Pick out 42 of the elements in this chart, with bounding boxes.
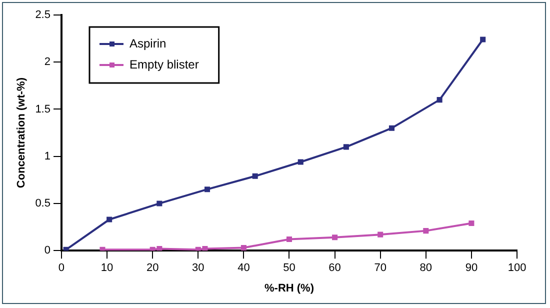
point [436, 97, 442, 103]
point [150, 246, 156, 251]
x-axis-title: %-RH (%) [264, 282, 314, 294]
point [202, 246, 208, 251]
x-tick-label: 40 [238, 262, 250, 274]
point [63, 246, 69, 251]
point [156, 246, 162, 251]
point [204, 186, 210, 192]
y-tick-label: 0 [44, 244, 50, 257]
point [156, 200, 162, 206]
y-tick-label: 2.5 [35, 9, 50, 22]
y-tick-label: 1 [44, 150, 50, 162]
point [378, 232, 384, 238]
point [195, 246, 201, 251]
point [106, 216, 112, 222]
x-tick-label: 100 [508, 262, 526, 274]
x-tick-label: 50 [283, 262, 296, 274]
point [468, 220, 474, 226]
x-tick-label: 30 [192, 262, 204, 274]
point [388, 125, 395, 131]
x-tick-label: 10 [100, 262, 114, 274]
point [423, 228, 429, 234]
point [332, 234, 338, 240]
legend-label: Aspirin [129, 36, 166, 50]
x-tick-label: 60 [328, 262, 341, 274]
point [240, 245, 246, 251]
y-tick-label: 2 [44, 56, 50, 68]
point [252, 173, 258, 179]
x-tick-label: 80 [420, 262, 432, 274]
point [480, 36, 486, 42]
x-tick-label: 70 [374, 262, 386, 274]
x-tick-label: 0 [58, 262, 65, 274]
point [100, 246, 106, 251]
point [286, 236, 292, 242]
point [298, 159, 304, 165]
y-tick-label: 0.5 [35, 198, 50, 210]
x-tick-label: 20 [146, 262, 159, 274]
legend-label: Empty blister [129, 57, 199, 72]
y-tick-label: 1.5 [35, 103, 50, 116]
y-axis-title: Concentration (wt-%) [16, 77, 28, 188]
x-tick-label: 90 [465, 262, 478, 274]
point [343, 144, 349, 150]
